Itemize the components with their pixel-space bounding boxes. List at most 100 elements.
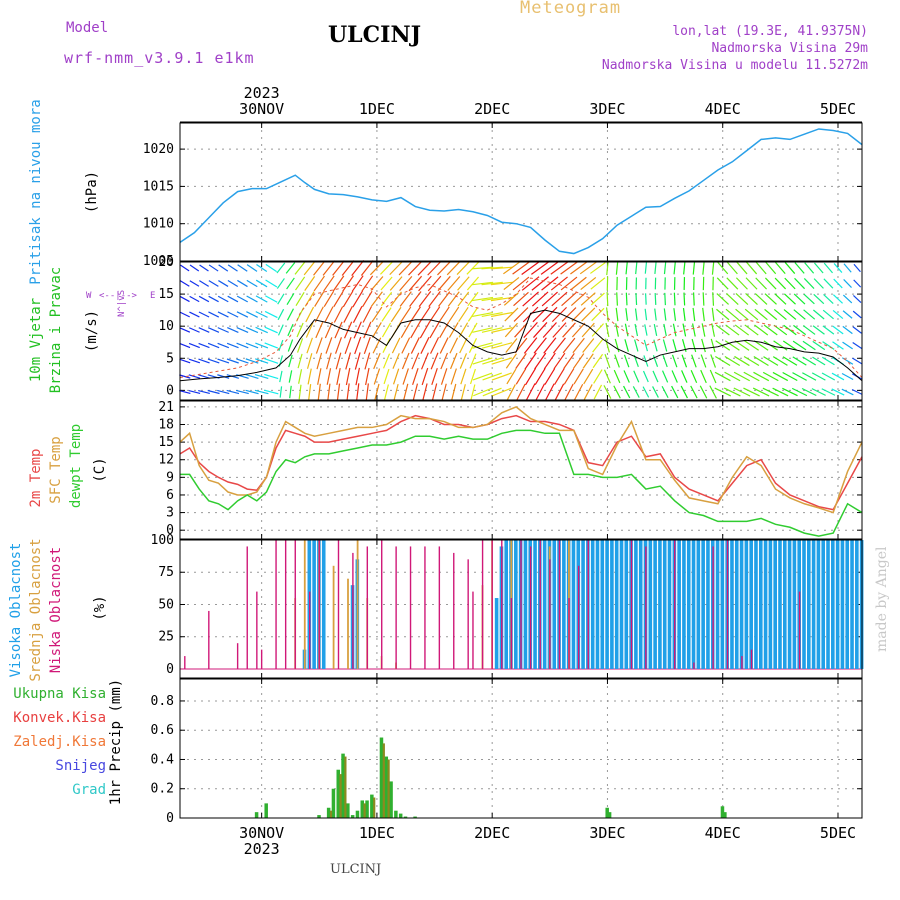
wind-barb (482, 387, 502, 397)
wind-barb (482, 357, 503, 365)
wind-barb (793, 309, 806, 320)
wind-barb (735, 308, 749, 321)
altitude-info: Nadmorska Visina 29m (711, 41, 868, 56)
cloud-high-bar (494, 598, 499, 669)
wind-barb (551, 291, 568, 307)
wind-barb (306, 337, 313, 354)
wind-barb (389, 260, 403, 276)
wind-barb (614, 354, 620, 368)
wind-barb (430, 352, 439, 370)
wind-barb (447, 291, 460, 307)
wind-barb (525, 383, 536, 401)
cloud-high-bar (845, 540, 850, 669)
footer-station: ULCINJ (330, 862, 382, 877)
wind-barb (710, 354, 717, 368)
wind-barb (179, 342, 191, 349)
cloud-high-bar (653, 540, 657, 669)
y-tick-label: 0.4 (151, 752, 175, 767)
wind-barb (459, 337, 468, 354)
wind-barb (287, 323, 294, 337)
wind-barb (438, 306, 450, 323)
wind-barb (551, 306, 567, 323)
wind-barb (634, 339, 639, 352)
precip-total-bar (384, 756, 389, 818)
wind-barb (581, 307, 596, 322)
wind-barb (360, 260, 374, 276)
wind-barb (313, 260, 326, 276)
wind-barb (315, 321, 324, 339)
precip-total-bar (365, 800, 369, 818)
cloud-label-low: Niska Oblacnost (48, 547, 64, 673)
wind-barb (399, 275, 413, 292)
wind-barb (472, 372, 493, 381)
cloud-high-bar (826, 540, 830, 669)
y-tick-label: 9 (166, 470, 174, 485)
wind-barb (198, 374, 210, 379)
wind-barb (843, 279, 852, 288)
wind-barb (745, 293, 758, 305)
precip-total-bar (389, 781, 393, 818)
wind-barb (418, 275, 432, 292)
wind-barb (265, 295, 278, 303)
day-label-top: 2DEC (474, 100, 510, 118)
wind-barb (792, 372, 807, 381)
wind-barb (613, 385, 621, 399)
cloud-high-bar (821, 540, 826, 669)
cloud-low-bar (260, 649, 263, 669)
wind-barb (623, 385, 631, 399)
wind-barb (449, 352, 458, 370)
wind-barb (532, 306, 548, 323)
cloud-high-bar (523, 540, 528, 669)
wind-barb (188, 342, 200, 349)
model-name: wrf-nmm_v3.9.1 e1km (64, 49, 255, 67)
cloud-label-mid: Srednja Oblacnost (28, 538, 44, 681)
wind-barb (692, 261, 696, 275)
wind-barb (314, 291, 325, 307)
model-altitude-info: Nadmorska Visina u modelu 11.5272m (601, 58, 868, 73)
wind-barb (562, 322, 576, 338)
wind-barb (306, 353, 313, 369)
wind-barb (217, 374, 230, 379)
wind-barb (573, 368, 584, 385)
cloud-low-bar (337, 540, 340, 669)
wind-barb (236, 358, 249, 364)
wind-barb (217, 311, 229, 318)
cloud-low-bar (539, 540, 541, 669)
wind-barb (491, 387, 512, 397)
wind-barb (236, 295, 248, 303)
wind-barb (459, 353, 468, 369)
cloud-low-bar (453, 552, 455, 669)
cloud-low-bar (246, 546, 248, 669)
wind-barb (782, 340, 797, 351)
cloud-mid-bar (332, 565, 335, 669)
wind-barb (542, 322, 557, 338)
wind-barb (245, 342, 259, 349)
cloud-low-bar (750, 649, 753, 669)
wind-barb (753, 371, 770, 382)
wind-barb (403, 383, 409, 401)
y-tick-label: 5 (166, 351, 174, 366)
wind-barb (422, 383, 428, 401)
wind-barb (792, 340, 807, 351)
wind-barb (313, 275, 325, 292)
wind-barb (853, 279, 862, 288)
y-tick-label: 15 (158, 435, 174, 450)
y-tick-label: 1020 (143, 142, 174, 157)
wind-barb (560, 261, 578, 275)
wind-barb (481, 281, 503, 286)
wind-barb (255, 295, 268, 303)
wind-barb (303, 260, 316, 276)
wind-barb (624, 323, 629, 337)
wind-barb (482, 372, 502, 381)
wind-barb (552, 322, 567, 338)
wind-barb (605, 307, 609, 322)
day-label-top: 4DEC (705, 100, 741, 118)
precip-total-bar (317, 815, 321, 818)
wind-barb (326, 368, 332, 385)
wind-barb (288, 370, 293, 383)
wind-barb (812, 325, 825, 335)
wind-barb (662, 354, 668, 368)
y-tick-label: 1005 (143, 254, 174, 269)
wind-barb (842, 310, 853, 319)
cloud-low-bar (366, 546, 369, 669)
